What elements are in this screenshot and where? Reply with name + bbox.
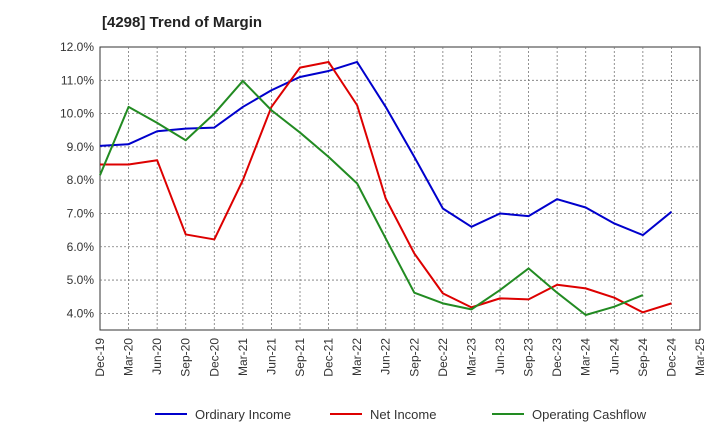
legend-label-net-income: Net Income: [370, 407, 436, 422]
plot-frame: [99, 46, 701, 331]
x-tick-label: Mar-22: [350, 338, 364, 376]
series-lines: [99, 60, 673, 317]
chart-title: [4298] Trend of Margin: [102, 14, 263, 31]
x-tick-label: Sep-22: [407, 338, 421, 377]
x-tick-label: Mar-20: [122, 338, 136, 376]
x-tick-label: Mar-25: [693, 338, 707, 376]
y-tick-label: 4.0%: [67, 306, 95, 320]
x-tick-label: Dec-19: [93, 338, 107, 377]
x-tick-label: Mar-24: [579, 338, 593, 376]
x-tick-label: Mar-21: [236, 338, 250, 376]
x-tick-label: Dec-23: [550, 338, 564, 377]
y-tick-label: 7.0%: [67, 206, 95, 220]
grid: [99, 46, 701, 331]
y-tick-label: 5.0%: [67, 273, 95, 287]
x-tick-label: Jun-24: [607, 338, 621, 375]
x-tick-label: Dec-20: [207, 338, 221, 377]
series-line-net-income: [100, 60, 672, 314]
y-tick-label: 12.0%: [60, 40, 94, 54]
x-tick-label: Jun-22: [379, 338, 393, 375]
x-tick-label: Sep-24: [636, 338, 650, 377]
y-tick-label: 11.0%: [61, 73, 94, 87]
x-tick-label: Jun-20: [150, 338, 164, 375]
legend: Ordinary Income Net Income Operating Cashf…: [155, 407, 647, 422]
x-tick-label: Dec-21: [322, 338, 336, 377]
y-tick-label: 8.0%: [67, 173, 95, 187]
y-tick-label: 9.0%: [67, 140, 95, 154]
y-tick-label: 6.0%: [67, 240, 95, 254]
x-tick-label: Jun-23: [493, 338, 507, 375]
x-tick-label: Dec-24: [664, 338, 678, 377]
y-tick-label: 10.0%: [60, 107, 94, 121]
legend-label-operating-cashflow: Operating Cashflow: [532, 407, 647, 422]
x-tick-label: Sep-23: [522, 338, 536, 377]
x-tick-label: Mar-23: [464, 338, 478, 376]
axes: 4.0% 5.0% 6.0% 7.0% 8.0% 9.0% 10.0% 11.0% 12.0% D…: [60, 40, 707, 377]
series-line-ordinary-income: [99, 60, 673, 237]
x-tick-label: Jun-21: [264, 338, 278, 375]
x-tick-label: Sep-20: [179, 338, 193, 377]
x-tick-label: Dec-22: [436, 338, 450, 377]
legend-label-ordinary-income: Ordinary Income: [195, 407, 291, 422]
series-line-operating-cashflow: [99, 79, 644, 317]
x-tick-label: Sep-21: [293, 338, 307, 377]
